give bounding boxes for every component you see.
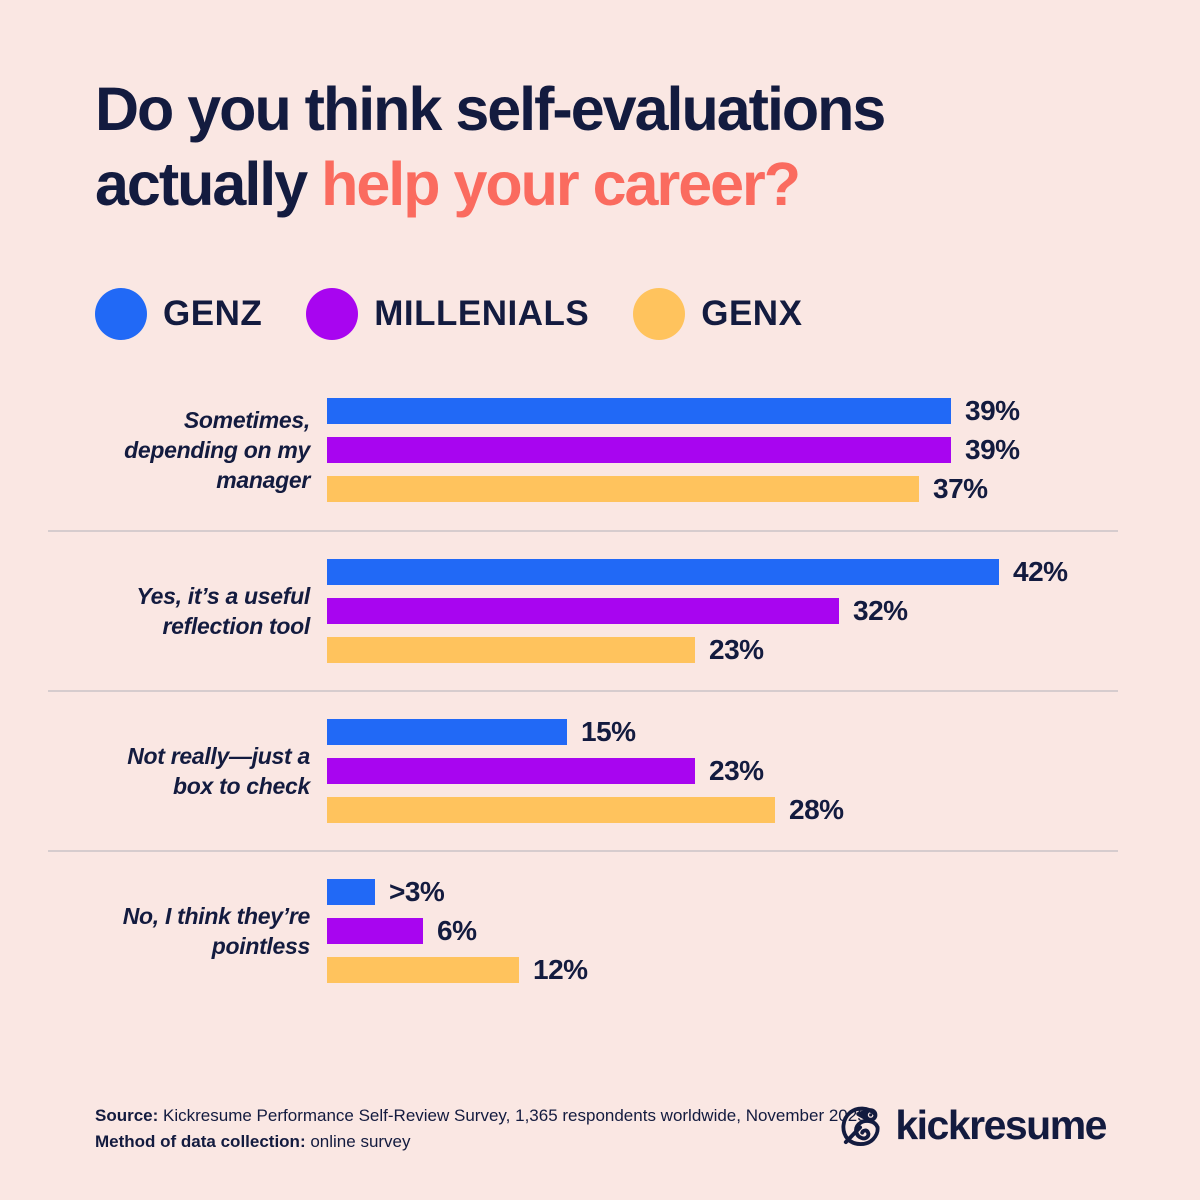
legend-item-genx: GENX: [633, 288, 802, 340]
category-label-line: reflection tool: [162, 613, 310, 639]
genx-legend-dot-icon: [633, 288, 686, 340]
bar-stack: 15% 23% 28%: [327, 716, 1118, 825]
legend-label: GENX: [701, 294, 803, 333]
bar-row-millenials: 6%: [327, 915, 1118, 946]
bar-value-label: 39%: [965, 395, 1020, 426]
method-label: Method of data collection:: [95, 1132, 306, 1151]
bar-row-millenials: 39%: [327, 434, 1118, 465]
category-label: Not really—just a box to check: [48, 741, 310, 801]
category-label-line: pointless: [211, 933, 311, 959]
bar-stack: 39% 39% 37%: [327, 395, 1118, 504]
bar-genx: [327, 797, 775, 823]
bar-value-label: 12%: [533, 954, 588, 985]
bar-value-label: 23%: [709, 634, 764, 665]
bar-millenials: [327, 918, 423, 944]
bar-row-genx: 23%: [327, 634, 1118, 665]
bar-value-label: 42%: [1013, 556, 1068, 587]
category-label-line: depending on my: [124, 437, 310, 463]
category-label: Yes, it’s a useful reflection tool: [48, 581, 310, 641]
bar-value-label: 28%: [789, 794, 844, 825]
bar-row-genz: 42%: [327, 556, 1118, 587]
legend-label: MILLENIALS: [374, 294, 590, 333]
source-line: Source: Kickresume Performance Self-Revi…: [95, 1103, 867, 1129]
chart-group: Sometimes, depending on my manager 39% 39% 37…: [48, 370, 1118, 530]
bar-row-genx: 28%: [327, 794, 1118, 825]
millenials-legend-dot-icon: [306, 288, 359, 340]
legend-item-genz: GENZ: [95, 288, 262, 340]
bar-value-label: 32%: [853, 595, 908, 626]
chart-group: Not really—just a box to check 15% 23% 28%: [48, 690, 1118, 850]
page-title: Do you think self-evaluations actually h…: [95, 72, 886, 222]
bar-genx: [327, 957, 519, 983]
bar-value-label: 15%: [581, 716, 636, 747]
chart-legend: GENZ MILLENIALS GENX: [95, 288, 802, 340]
bar-millenials: [327, 758, 695, 784]
category-label-line: box to check: [173, 773, 310, 799]
bar-chart: Sometimes, depending on my manager 39% 39% 37…: [48, 370, 1118, 1010]
bar-stack: 42% 32% 23%: [327, 556, 1118, 665]
bar-value-label: 6%: [437, 915, 477, 946]
category-label: No, I think they’re pointless: [48, 901, 311, 961]
method-line: Method of data collection: online survey: [95, 1129, 867, 1155]
chart-group: Yes, it’s a useful reflection tool 42% 32% 2…: [48, 530, 1118, 690]
method-text: online survey: [310, 1132, 411, 1151]
bar-row-genx: 12%: [327, 954, 1118, 985]
category-label-line: Not really—just a: [127, 743, 310, 769]
source-label: Source:: [95, 1106, 159, 1125]
bar-value-label: 37%: [933, 473, 988, 504]
bar-genz: [327, 559, 999, 585]
bar-millenials: [327, 437, 951, 463]
category-label-line: manager: [216, 467, 310, 493]
category-label: Sometimes, depending on my manager: [48, 405, 310, 495]
bar-stack: >3% 6% 12%: [327, 876, 1118, 985]
bar-row-millenials: 23%: [327, 755, 1118, 786]
title-line2-accent: help your career?: [321, 150, 801, 218]
bar-value-label: 39%: [965, 434, 1020, 465]
footer-source-block: Source: Kickresume Performance Self-Revi…: [95, 1103, 867, 1155]
category-label-line: No, I think they’re: [122, 903, 311, 929]
bar-genx: [327, 637, 695, 663]
kickresume-wordmark: kickresume: [895, 1102, 1107, 1148]
chart-group: No, I think they’re pointless >3% 6% 12%: [48, 850, 1118, 1010]
bar-millenials: [327, 598, 839, 624]
title-line1: Do you think self-evaluations: [95, 75, 886, 143]
kickresume-logo: kickresume: [838, 1102, 1107, 1149]
legend-label: GENZ: [163, 294, 263, 333]
genz-legend-dot-icon: [95, 288, 147, 340]
bar-row-genz: 39%: [327, 395, 1118, 426]
bar-row-genz: >3%: [327, 876, 1118, 907]
category-label-line: Sometimes,: [183, 407, 310, 433]
title-line2-plain: actually: [95, 150, 308, 218]
category-label-line: Yes, it’s a useful: [136, 583, 310, 609]
title-line2: actually help your career?: [95, 147, 884, 222]
bar-row-genx: 37%: [327, 473, 1118, 504]
bar-genz: [327, 879, 375, 905]
bar-genz: [327, 719, 567, 745]
bar-genx: [327, 476, 919, 502]
source-text: Kickresume Performance Self-Review Surve…: [163, 1106, 867, 1125]
bar-genz: [327, 398, 951, 424]
kickresume-chameleon-icon: [841, 1106, 880, 1146]
bar-value-label: 23%: [709, 755, 764, 786]
bar-value-label: >3%: [389, 876, 445, 907]
bar-row-millenials: 32%: [327, 595, 1118, 626]
bar-row-genz: 15%: [327, 716, 1118, 747]
legend-item-millenials: MILLENIALS: [306, 288, 589, 340]
